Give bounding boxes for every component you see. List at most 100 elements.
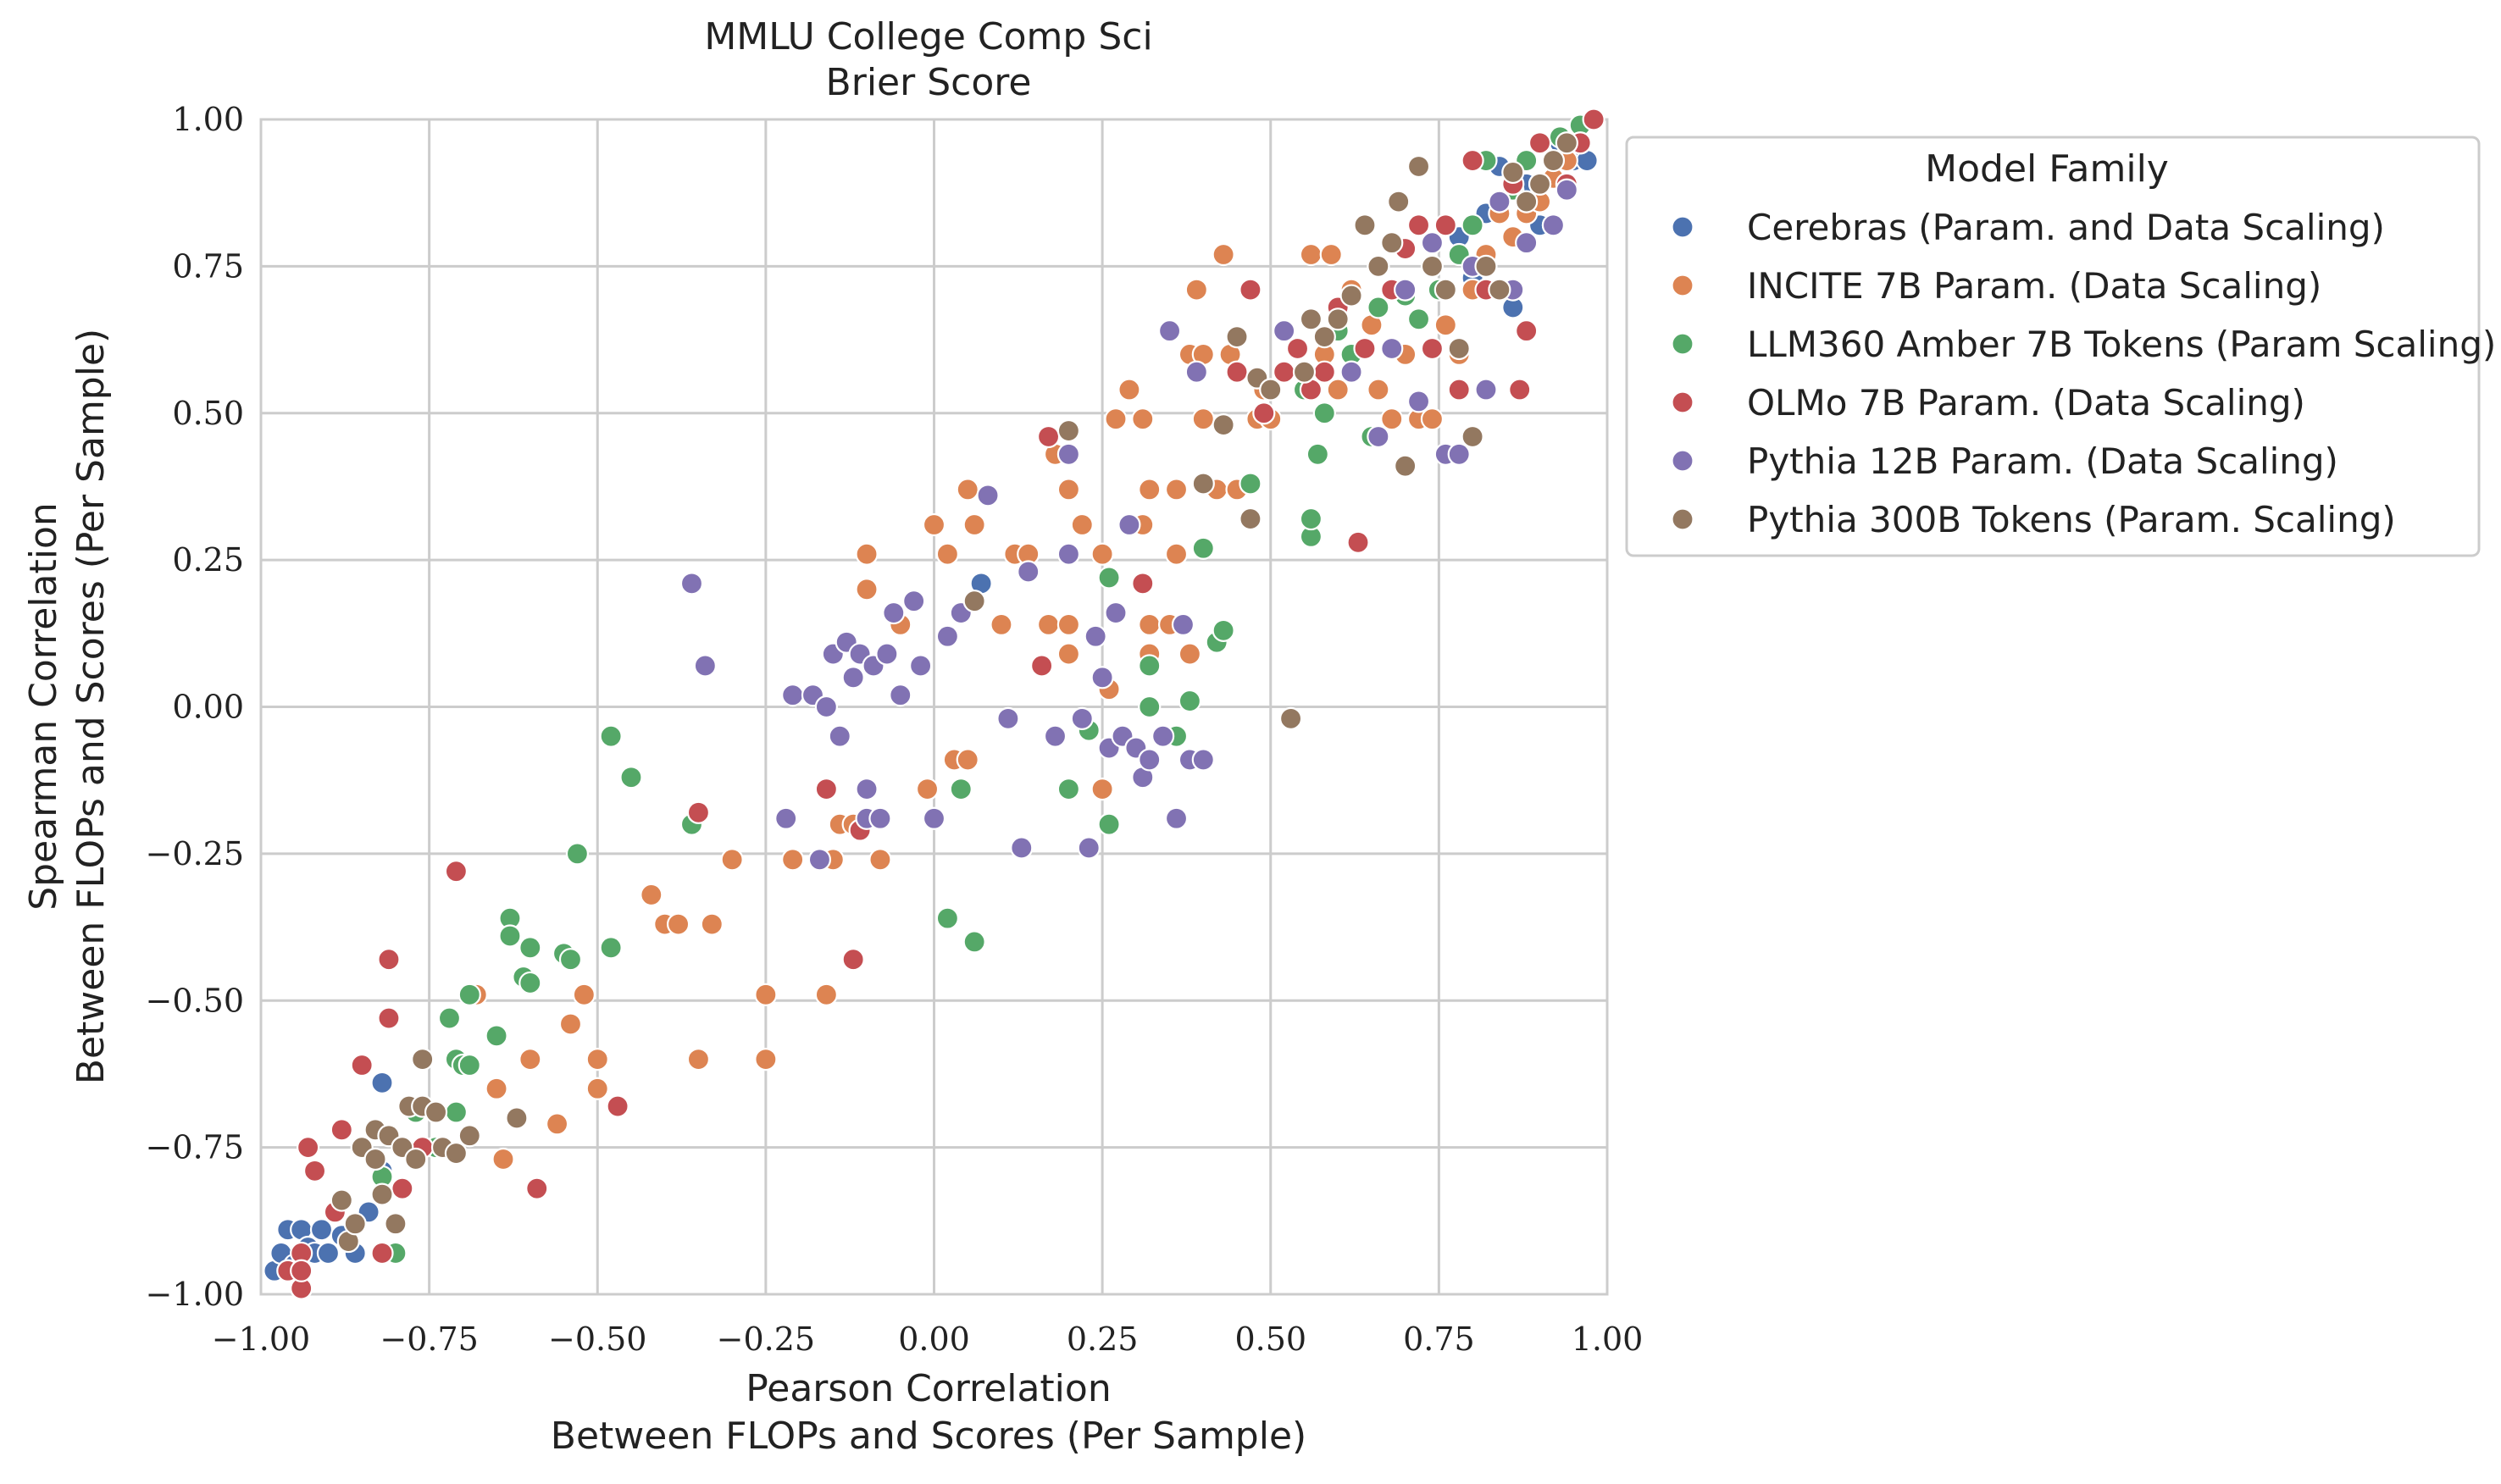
data-point [1285,336,1310,361]
data-point [976,484,1000,507]
data-point [545,1112,569,1136]
data-point [1515,190,1539,213]
data-point [391,1177,414,1200]
data-point [1353,213,1377,237]
data-point [679,572,704,595]
data-point [996,706,1020,730]
data-point [1420,407,1445,431]
data-point [1299,507,1323,531]
x-tick-label: 0.00 [898,1321,970,1358]
data-point [814,983,838,1006]
data-point [302,1159,327,1182]
series-5 [330,131,1578,1254]
data-point [1367,296,1390,319]
data-point [1515,319,1539,343]
data-point [1191,472,1215,496]
data-point [498,924,522,948]
data-point [1582,108,1605,131]
data-point [1420,231,1445,255]
data-point [485,1077,508,1100]
data-point [599,724,623,748]
data-point [962,590,986,613]
data-point [1406,390,1431,413]
data-point [1278,706,1303,730]
data-point [1326,307,1350,331]
data-point [518,971,542,995]
data-point [444,1141,469,1166]
data-point [411,1047,435,1071]
legend-label: Cerebras (Param. and Data Scaling) [1747,207,2385,248]
data-point [1461,424,1484,449]
x-tick-label: 1.00 [1572,1321,1644,1358]
x-tick-label: −1.00 [212,1321,310,1358]
data-point [458,1053,481,1077]
data-point [1346,530,1370,554]
data-point [814,777,838,801]
data-point [1131,572,1155,595]
data-point [1367,424,1390,449]
data-point [1104,407,1128,431]
data-point [1010,836,1034,860]
data-point [1056,777,1081,801]
data-point [1239,472,1262,496]
data-point [1084,624,1107,648]
data-point [1434,278,1457,302]
data-point [1299,242,1323,267]
data-point [1138,612,1162,637]
data-point [1380,336,1404,361]
data-point [868,848,892,872]
data-point [1461,213,1484,237]
data-point [1043,724,1068,748]
data-point [855,578,879,601]
data-points [263,108,1605,1300]
data-point [1394,278,1417,302]
y-tick-label: 0.25 [172,541,244,579]
data-point [868,806,892,830]
legend: Model Family Cerebras (Param. and Data S… [1625,136,2496,557]
data-point [1306,442,1329,466]
data-point [1555,178,1578,202]
data-point [458,1124,481,1148]
data-point [1555,131,1578,155]
data-point [1017,560,1040,584]
data-point [458,983,481,1006]
data-point [572,983,596,1006]
data-point [1191,407,1215,431]
data-point [875,642,899,666]
data-point [990,612,1013,637]
data-point [330,1188,353,1212]
data-point [1447,442,1471,466]
data-point [1097,812,1121,836]
data-point [1131,407,1155,431]
data-point [1326,378,1350,401]
data-point [585,1077,609,1100]
data-point [1164,478,1189,501]
data-point [1212,242,1235,267]
data-point [956,748,979,772]
legend-marker [1671,274,1694,297]
x-tick-label: −0.75 [380,1321,478,1358]
data-point [1420,336,1445,361]
data-point [518,1047,542,1071]
data-point [1056,542,1081,566]
data-point [1501,160,1525,185]
data-point [1406,307,1431,331]
x-tick-label: 0.50 [1234,1321,1306,1358]
data-point [558,1012,583,1036]
data-point [1447,378,1471,401]
data-point [814,695,838,719]
data-point [1138,654,1162,678]
legend-marker [1671,215,1694,239]
data-point [693,654,717,678]
data-point [781,684,805,707]
data-point [1164,806,1189,830]
data-point [1030,654,1054,678]
data-point [666,912,690,936]
data-point [1036,612,1061,637]
data-point [686,1047,711,1071]
data-point [1528,172,1552,196]
data-point [1461,148,1484,173]
data-point [720,848,744,872]
data-point [1171,612,1195,637]
legend-marker [1671,507,1694,531]
